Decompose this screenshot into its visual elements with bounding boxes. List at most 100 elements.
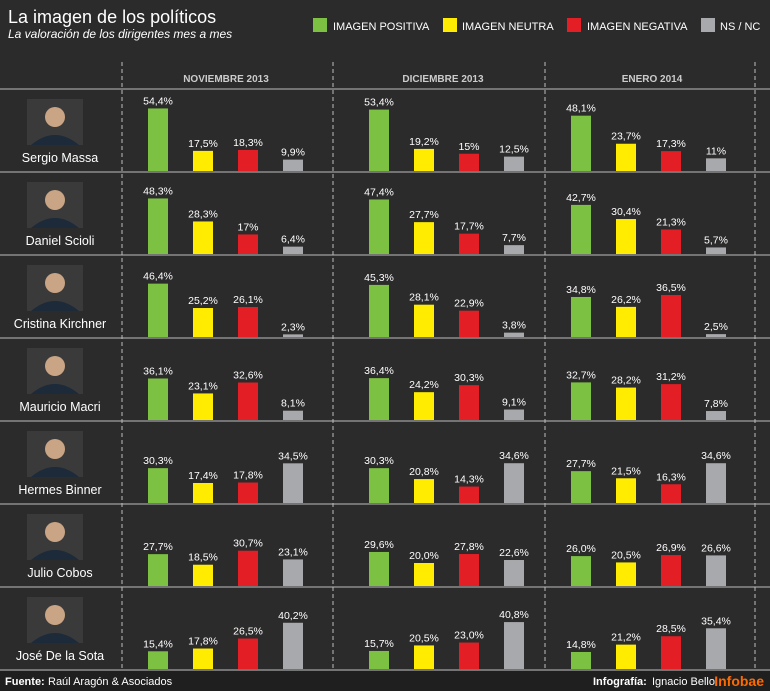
bar-value-label: 34,6%	[499, 450, 529, 462]
bar	[283, 463, 303, 503]
bar	[238, 638, 258, 669]
bar-value-label: 25,2%	[188, 295, 218, 307]
portrait-suit	[31, 633, 79, 643]
bar-value-label: 30,3%	[454, 372, 484, 384]
legend-swatch-nsnc	[701, 18, 715, 32]
bar	[459, 486, 479, 503]
portrait-face	[45, 190, 65, 210]
bar	[193, 564, 213, 586]
portrait-suit	[31, 384, 79, 394]
month-header: NOVIEMBRE 2013	[183, 74, 269, 85]
bar-value-label: 17,8%	[188, 636, 218, 648]
month-header: DICIEMBRE 2013	[402, 74, 484, 85]
bar	[571, 471, 591, 503]
politician-name: José De la Sota	[16, 649, 104, 663]
politician-portrait	[27, 265, 83, 311]
bar-value-label: 28,1%	[409, 292, 439, 304]
bar-value-label: 54,4%	[143, 95, 173, 107]
bar-value-label: 26,2%	[611, 294, 641, 306]
bar-value-label: 20,0%	[409, 550, 439, 562]
footer-bar	[0, 671, 770, 691]
bar	[369, 468, 389, 503]
portrait-face	[45, 522, 65, 542]
bar-value-label: 53,4%	[364, 97, 394, 109]
bar	[193, 150, 213, 171]
bar	[706, 158, 726, 171]
bar-value-label: 26,9%	[656, 542, 686, 554]
bar-value-label: 28,3%	[188, 208, 218, 220]
bar-value-label: 17,4%	[188, 470, 218, 482]
bar-value-label: 23,7%	[611, 131, 641, 143]
politician-portrait	[27, 348, 83, 394]
infobae-logo: Infobae	[714, 673, 764, 689]
legend-swatch-negative	[567, 18, 581, 32]
bar-value-label: 14,8%	[566, 639, 596, 651]
portrait-suit	[31, 218, 79, 228]
bar	[193, 221, 213, 254]
politician-name: Daniel Scioli	[26, 234, 95, 248]
bar	[571, 556, 591, 586]
bar	[661, 384, 681, 420]
politician-row: Hermes Binner 30,3% 17,4% 17,8% 34,5% 30,3% 20…	[18, 431, 731, 503]
bar	[504, 245, 524, 254]
bar-value-label: 26,5%	[233, 626, 263, 638]
bar-value-label: 5,7%	[704, 234, 728, 246]
bar-value-label: 30,7%	[233, 538, 263, 550]
bar-value-label: 36,1%	[143, 365, 173, 377]
bar	[571, 204, 591, 254]
bar-value-label: 26,1%	[233, 294, 263, 306]
bar	[414, 479, 434, 503]
bar	[283, 559, 303, 586]
bar	[283, 334, 303, 337]
bar-value-label: 19,2%	[409, 136, 439, 148]
bar-value-label: 27,7%	[409, 209, 439, 221]
bar	[504, 156, 524, 171]
bar-value-label: 15,4%	[143, 638, 173, 650]
bar	[369, 109, 389, 171]
bar	[193, 308, 213, 337]
politician-name: Cristina Kirchner	[14, 317, 106, 331]
bar	[504, 463, 524, 503]
bar	[661, 555, 681, 586]
politician-row: Cristina Kirchner 46,4% 25,2% 26,1% 2,3% 45,3…	[14, 265, 728, 337]
politician-row: Mauricio Macri 36,1% 23,1% 32,6% 8,1% 36,4% 24…	[19, 348, 728, 420]
politician-row: José De la Sota 15,4% 17,8% 26,5% 40,2% 15,7%…	[16, 597, 731, 669]
bar	[706, 334, 726, 337]
bar-value-label: 18,5%	[188, 552, 218, 564]
bar-value-label: 40,8%	[499, 609, 529, 621]
bar-value-label: 23,0%	[454, 630, 484, 642]
bar	[504, 409, 524, 420]
bar-value-label: 20,5%	[409, 632, 439, 644]
bar-value-label: 26,6%	[701, 542, 731, 554]
politician-portrait	[27, 597, 83, 643]
portrait-face	[45, 605, 65, 625]
bar	[414, 148, 434, 171]
bar-value-label: 21,5%	[611, 465, 641, 477]
bar	[616, 143, 636, 171]
bar	[504, 622, 524, 669]
bar-value-label: 24,2%	[409, 379, 439, 391]
portrait-face	[45, 439, 65, 459]
bar-value-label: 36,5%	[656, 282, 686, 294]
portrait-face	[45, 273, 65, 293]
bar	[369, 378, 389, 420]
footer-source-label: Fuente:	[5, 676, 45, 688]
chart-subtitle: La valoración de los dirigentes mes a me…	[8, 27, 232, 41]
bar-value-label: 28,2%	[611, 375, 641, 387]
month-header: ENERO 2014	[622, 74, 683, 85]
politician-name: Sergio Massa	[22, 151, 98, 165]
bar-value-label: 17,7%	[454, 221, 484, 233]
bar	[369, 650, 389, 669]
bar-value-label: 16,3%	[656, 471, 686, 483]
footer-credit-label: Infografía:	[593, 676, 647, 688]
bar	[661, 151, 681, 171]
bar	[706, 463, 726, 503]
bar	[283, 159, 303, 171]
bar	[616, 306, 636, 337]
bar-value-label: 30,3%	[143, 455, 173, 467]
bar-value-label: 42,7%	[566, 192, 596, 204]
politician-row: Julio Cobos 27,7% 18,5% 30,7% 23,1% 29,6% 20,0…	[27, 514, 731, 586]
bar-value-label: 47,4%	[364, 186, 394, 198]
bar-value-label: 17%	[237, 221, 258, 233]
bar-value-label: 17,3%	[656, 138, 686, 150]
